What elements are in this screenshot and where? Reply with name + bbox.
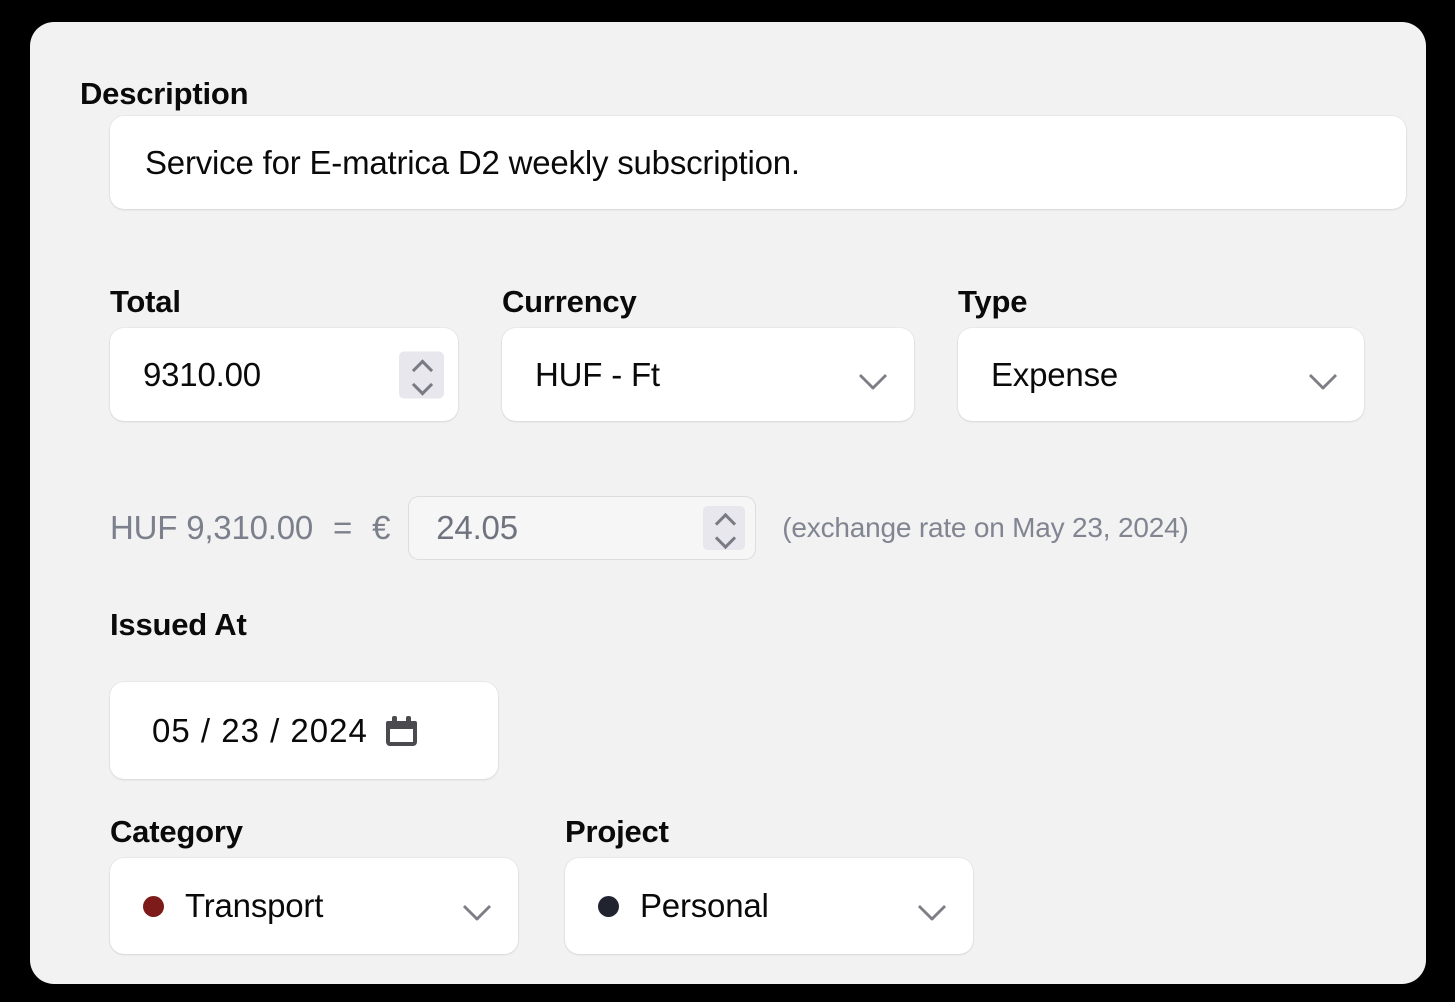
project-value: Personal	[640, 887, 769, 924]
exchange-target-symbol: €	[372, 509, 391, 546]
description-label: Description	[80, 76, 249, 111]
expense-form-card: Description Service for E-matrica D2 wee…	[30, 22, 1426, 984]
currency-value: HUF - Ft	[535, 355, 660, 393]
exchange-rate-note: (exchange rate on May 23, 2024)	[782, 512, 1189, 543]
type-field: Type Expense	[958, 286, 1364, 421]
total-value: 9310.00	[143, 355, 261, 393]
chevron-down-icon	[919, 897, 945, 913]
exchange-rate-row: HUF 9,310.00 = € 24.05 (exchange rate on…	[110, 496, 1189, 560]
category-field: Category Transport	[110, 816, 518, 954]
chevron-down-icon	[860, 366, 886, 382]
exchange-source-amount: HUF 9,310.00	[110, 509, 314, 546]
stepper-up-down-icon[interactable]	[703, 506, 746, 550]
project-field: Project Personal	[565, 816, 973, 954]
exchange-equals-sign: =	[333, 509, 353, 546]
converted-amount-value: 24.05	[436, 509, 518, 546]
project-label: Project	[565, 814, 669, 849]
calendar-icon[interactable]	[385, 715, 417, 746]
chevron-down-icon	[464, 897, 490, 913]
issued-at-label: Issued At	[110, 607, 247, 642]
category-value: Transport	[185, 887, 324, 924]
chevron-up-icon	[412, 360, 431, 371]
description-input[interactable]: Service for E-matrica D2 weekly subscrip…	[110, 116, 1406, 209]
total-label: Total	[110, 284, 181, 319]
category-color-dot	[143, 895, 164, 917]
chevron-down-icon	[715, 532, 734, 543]
project-select[interactable]: Personal	[565, 858, 973, 954]
project-color-dot	[598, 895, 619, 917]
issued-at-value: 05 / 23 / 2024	[152, 711, 368, 749]
currency-select[interactable]: HUF - Ft	[502, 328, 914, 421]
total-input[interactable]: 9310.00	[110, 328, 458, 421]
type-label: Type	[958, 284, 1028, 319]
type-value: Expense	[991, 355, 1119, 393]
converted-amount-input[interactable]: 24.05	[408, 496, 757, 560]
description-value: Service for E-matrica D2 weekly subscrip…	[145, 143, 800, 181]
category-select[interactable]: Transport	[110, 858, 518, 954]
currency-label: Currency	[502, 284, 637, 319]
category-label: Category	[110, 814, 243, 849]
chevron-down-icon	[412, 378, 431, 389]
amount-row: Total 9310.00 Currency HUF - Ft Type	[80, 286, 1404, 466]
stepper-up-down-icon[interactable]	[399, 351, 444, 398]
issued-at-field: Issued At 05 / 23 / 2024	[110, 609, 498, 779]
chevron-down-icon	[1310, 366, 1336, 382]
type-select[interactable]: Expense	[958, 328, 1364, 421]
chevron-up-icon	[715, 514, 734, 525]
issued-at-date-input[interactable]: 05 / 23 / 2024	[110, 682, 498, 779]
total-field: Total 9310.00	[110, 286, 458, 421]
currency-field: Currency HUF - Ft	[502, 286, 914, 421]
